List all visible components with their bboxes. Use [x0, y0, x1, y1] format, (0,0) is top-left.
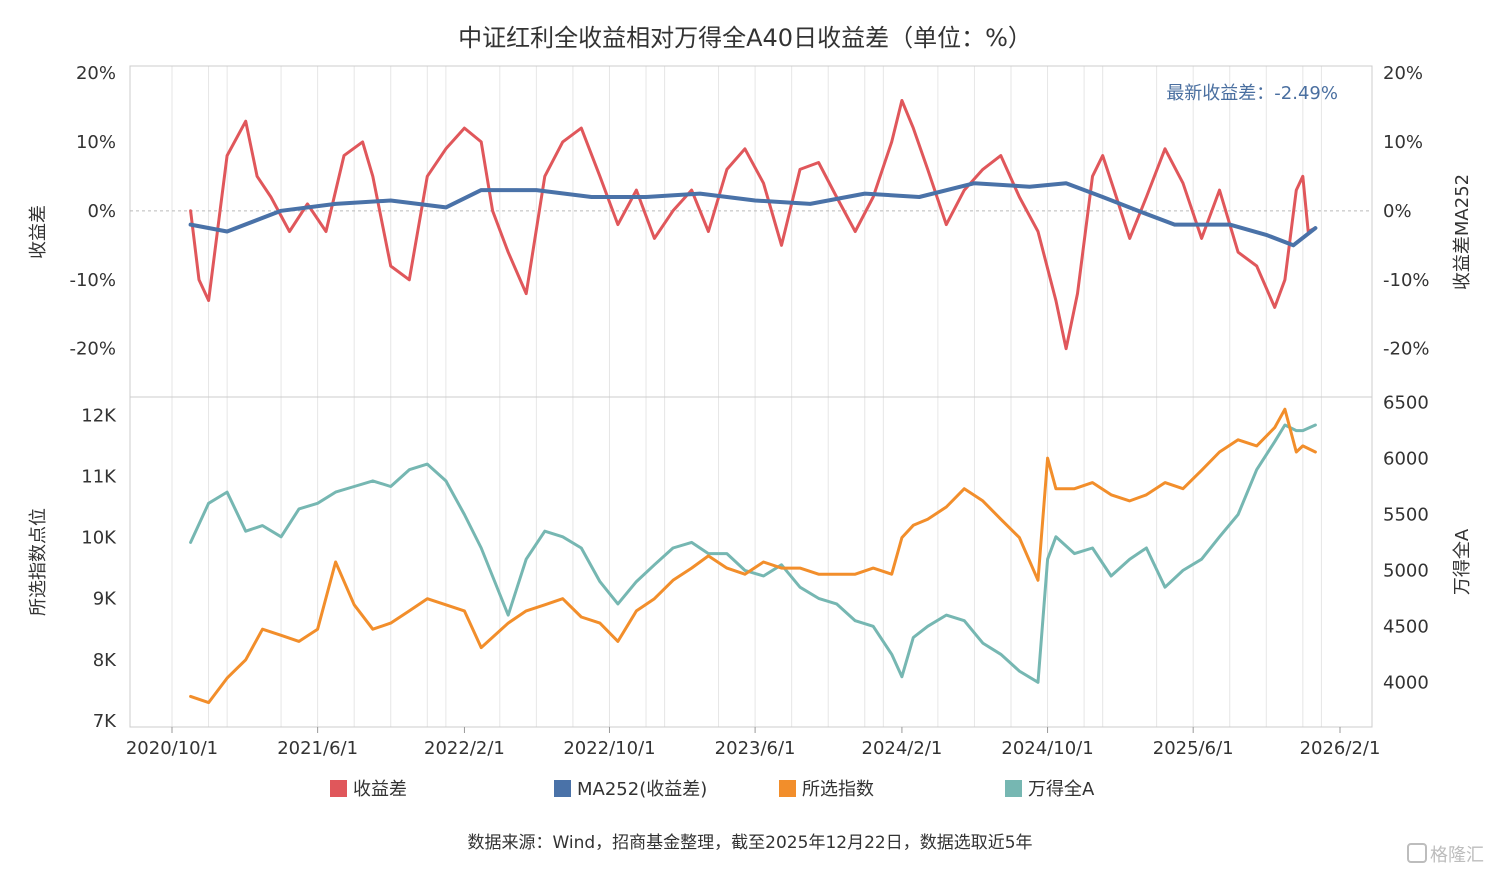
chart-title: 中证红利全收益相对万得全A40日收益差（单位：%） — [458, 24, 1032, 52]
watermark-text: 格隆汇 — [1430, 845, 1484, 866]
legend: 收益差 MA252(收益差) 所选指数 万得全A — [330, 779, 1095, 800]
bottom-left-tick-label: 9K — [93, 589, 117, 610]
bottom-right-tick-label: 5500 — [1383, 504, 1429, 525]
x-tick-label: 2022/10/1 — [563, 738, 655, 759]
x-tick-label: 2026/2/1 — [1300, 738, 1381, 759]
legend-label: MA252(收益差) — [577, 779, 707, 800]
bottom-left-axis-label: 所选指数点位 — [28, 508, 49, 616]
top-left-tick-label: 20% — [76, 63, 116, 84]
top-left-tick-label: 0% — [87, 201, 116, 222]
top-right-tick-label: 0% — [1383, 201, 1412, 222]
top-panel-frame — [129, 65, 1373, 398]
bottom-left-tick-label: 10K — [81, 528, 117, 549]
bottom-right-tick-label: 4000 — [1383, 672, 1429, 693]
bottom-right-axis-label: 万得全A — [1452, 528, 1473, 595]
tick-layer: 20% 20% 10% 10% 0% 0% -10% -10% -20% -20% 12K 11K 10… — [69, 63, 1429, 759]
bottom-right-tick-label: 4500 — [1383, 616, 1429, 637]
bottom-left-tick-label: 7K — [93, 711, 117, 732]
x-tick-label: 2024/2/1 — [862, 738, 943, 759]
x-tick-label: 2020/10/1 — [126, 738, 218, 759]
source-note: 数据来源：Wind，招商基金整理，截至2025年12月22日，数据选取近5年 — [467, 833, 1032, 853]
legend-label: 收益差 — [353, 779, 407, 800]
top-left-tick-label: -20% — [69, 339, 116, 360]
x-tick-label: 2023/6/1 — [715, 738, 796, 759]
top-left-axis-label: 收益差 — [28, 205, 49, 259]
bottom-panel-frame — [129, 396, 1373, 728]
x-tick-label: 2024/10/1 — [1001, 738, 1093, 759]
top-right-tick-label: 10% — [1383, 132, 1423, 153]
wind-all-a-series-line — [189, 423, 1317, 684]
top-right-axis-label: 收益差MA252 — [1452, 174, 1473, 290]
top-right-tick-label: -10% — [1383, 270, 1430, 291]
spread-series-line — [189, 99, 1317, 351]
latest-spread-annotation: 最新收益差：-2.49% — [1166, 83, 1338, 104]
bottom-right-tick-label: 6000 — [1383, 449, 1429, 470]
x-tick-label: 2022/2/1 — [424, 738, 505, 759]
legend-label: 万得全A — [1028, 779, 1095, 800]
legend-swatch — [330, 780, 347, 797]
bottom-right-tick-label: 5000 — [1383, 560, 1429, 581]
x-tick-label: 2025/6/1 — [1153, 738, 1234, 759]
x-tick-label: 2021/6/1 — [277, 738, 358, 759]
legend-swatch — [779, 780, 796, 797]
top-right-tick-label: 20% — [1383, 63, 1423, 84]
legend-label: 所选指数 — [802, 779, 874, 800]
top-right-tick-label: -20% — [1383, 339, 1430, 360]
top-left-tick-label: -10% — [69, 270, 116, 291]
top-left-tick-label: 10% — [76, 132, 116, 153]
bottom-left-tick-label: 8K — [93, 650, 117, 671]
legend-swatch — [1005, 780, 1022, 797]
bottom-left-tick-label: 11K — [81, 466, 117, 487]
watermark: 格隆汇 — [1407, 843, 1484, 866]
selected-index-series-line — [189, 407, 1317, 705]
legend-swatch — [554, 780, 571, 797]
bottom-right-tick-label: 6500 — [1383, 393, 1429, 414]
bottom-left-tick-label: 12K — [81, 405, 117, 426]
ma252-series-line — [188, 181, 1318, 248]
watermark-logo-icon — [1407, 843, 1427, 863]
series-layer — [188, 99, 1318, 705]
